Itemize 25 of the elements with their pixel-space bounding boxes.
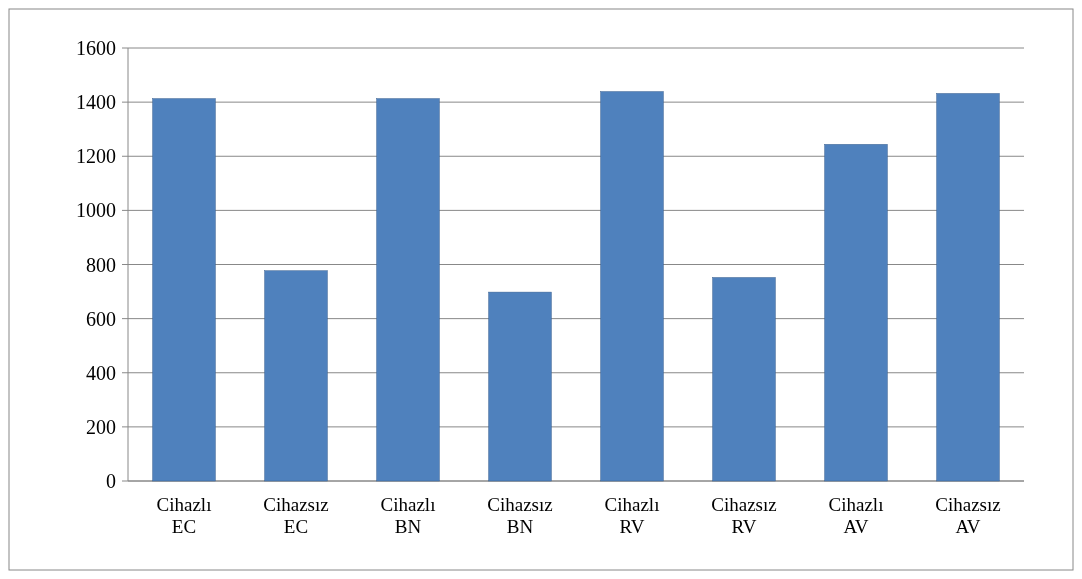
bar (712, 277, 776, 482)
bar (264, 270, 328, 482)
x-tick-label: Cihazlı RV (604, 494, 660, 537)
bar (376, 98, 440, 482)
y-tick-label: 400 (86, 361, 116, 384)
x-tick-label: Cihazsız BN (487, 494, 553, 537)
y-tick-label: 1600 (76, 37, 116, 59)
x-tick-label: Cihazlı BN (380, 494, 436, 537)
y-tick-label: 1200 (76, 145, 116, 168)
y-tick-label: 200 (86, 415, 116, 438)
x-tick-label: Cihazsız AV (935, 494, 1001, 537)
bar (600, 91, 664, 482)
x-tick-label: Cihazlı EC (156, 494, 212, 537)
bar (936, 93, 1000, 482)
x-tick-label: Cihazlı AV (828, 494, 884, 537)
y-tick-label: 1400 (76, 91, 116, 114)
y-tick-label: 800 (86, 253, 116, 276)
bar (152, 98, 216, 482)
y-tick-label: 1000 (76, 199, 116, 222)
y-tick-label: 600 (86, 307, 116, 330)
bar (824, 144, 888, 482)
x-tick-label: Cihazsız RV (711, 494, 777, 537)
y-tick-label: 0 (106, 470, 116, 492)
bar (488, 291, 552, 482)
x-tick-label: Cihazsız EC (263, 494, 329, 537)
